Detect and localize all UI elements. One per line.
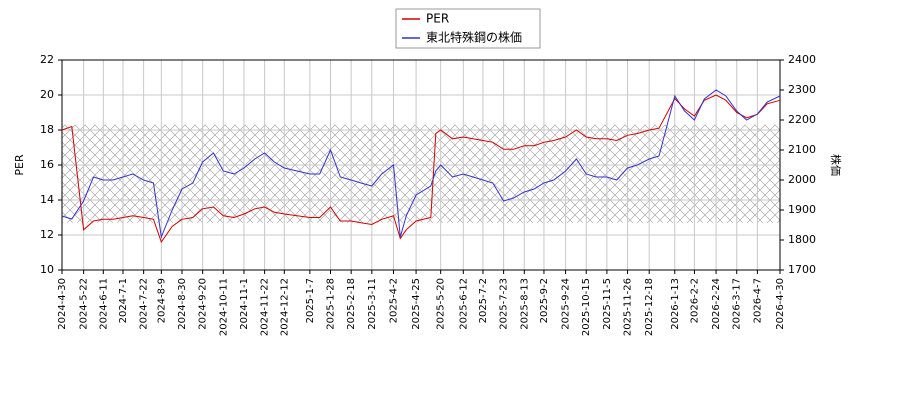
y2-tick-label: 2000 bbox=[788, 173, 816, 186]
y-axis-label: PER bbox=[13, 154, 26, 176]
x-tick-label: 2024-11-1 bbox=[239, 278, 250, 330]
x-tick-label: 2024-11-22 bbox=[260, 278, 271, 336]
x-tick-label: 2025-11-5 bbox=[602, 278, 613, 330]
y2-tick-label: 2200 bbox=[788, 113, 816, 126]
x-tick-label: 2025-12-18 bbox=[644, 278, 655, 336]
y2-tick-label: 1700 bbox=[788, 263, 816, 276]
legend-label: 東北特殊鋼の株価 bbox=[426, 30, 522, 45]
x-tick-label: 2025-9-24 bbox=[561, 278, 572, 330]
shaded-range bbox=[62, 124, 780, 223]
y-tick-label: 14 bbox=[40, 193, 54, 206]
y2-tick-label: 1900 bbox=[788, 203, 816, 216]
x-tick-label: 2025-10-15 bbox=[581, 278, 592, 336]
x-tick-label: 2026-4-7 bbox=[752, 278, 763, 323]
x-tick-label: 2024-9-20 bbox=[198, 278, 209, 330]
y2-tick-label: 1800 bbox=[788, 233, 816, 246]
y-tick-label: 22 bbox=[40, 53, 54, 66]
data-line bbox=[61, 94, 781, 244]
y-tick-label: 20 bbox=[40, 88, 54, 101]
x-tick-label: 2025-3-11 bbox=[367, 278, 378, 330]
y2-tick-label: 2400 bbox=[788, 53, 816, 66]
x-tick-label: 2024-8-30 bbox=[177, 278, 188, 330]
x-tick-label: 2024-6-11 bbox=[98, 278, 109, 330]
x-tick-label: 2024-7-1 bbox=[118, 278, 129, 323]
x-tick-label: 2025-4-2 bbox=[388, 278, 399, 323]
x-tick-label: 2025-8-13 bbox=[519, 278, 530, 330]
x-tick-label: 2025-6-12 bbox=[458, 278, 469, 330]
legend-label: PER bbox=[426, 12, 449, 26]
x-tick-label: 2026-1-13 bbox=[670, 278, 681, 330]
y2-tick-label: 2100 bbox=[788, 143, 816, 156]
y-tick-label: 18 bbox=[40, 123, 54, 136]
x-tick-label: 2025-2-18 bbox=[346, 278, 357, 330]
x-tick-label: 2024-8-9 bbox=[156, 278, 167, 323]
x-tick-label: 2024-10-11 bbox=[218, 278, 229, 336]
y2-tick-label: 2300 bbox=[788, 83, 816, 96]
data-line bbox=[61, 89, 781, 239]
y-tick-label: 12 bbox=[40, 228, 54, 241]
y2-axis-label: 株価 bbox=[829, 154, 843, 176]
x-tick-label: 2026-2-2 bbox=[689, 278, 700, 323]
x-tick-label: 2025-5-20 bbox=[436, 278, 447, 330]
legend: PER 東北特殊鋼の株価 bbox=[395, 8, 541, 49]
x-tick-label: 2024-12-12 bbox=[279, 278, 290, 336]
x-tick-label: 2026-4-30 bbox=[775, 278, 786, 330]
y-tick-label: 10 bbox=[40, 263, 54, 276]
x-tick-label: 2025-7-2 bbox=[478, 278, 489, 323]
y-tick-label: 16 bbox=[40, 158, 54, 171]
x-tick-label: 2026-2-24 bbox=[711, 278, 722, 330]
x-tick-label: 2024-4-30 bbox=[57, 278, 68, 330]
plot-frame bbox=[61, 59, 781, 271]
legend-box bbox=[395, 8, 541, 49]
x-tick-label: 2025-4-25 bbox=[411, 278, 422, 330]
x-tick-label: 2026-3-17 bbox=[732, 278, 743, 330]
x-tick-label: 2025-7-23 bbox=[499, 278, 510, 330]
x-tick-label: 2025-1-7 bbox=[305, 278, 316, 323]
x-tick-label: 2024-7-22 bbox=[139, 278, 150, 330]
x-tick-label: 2024-5-22 bbox=[79, 278, 90, 330]
x-tick-label: 2025-9-2 bbox=[539, 278, 550, 323]
x-tick-label: 2025-1-28 bbox=[326, 278, 337, 330]
x-tick-label: 2025-11-26 bbox=[623, 278, 634, 336]
